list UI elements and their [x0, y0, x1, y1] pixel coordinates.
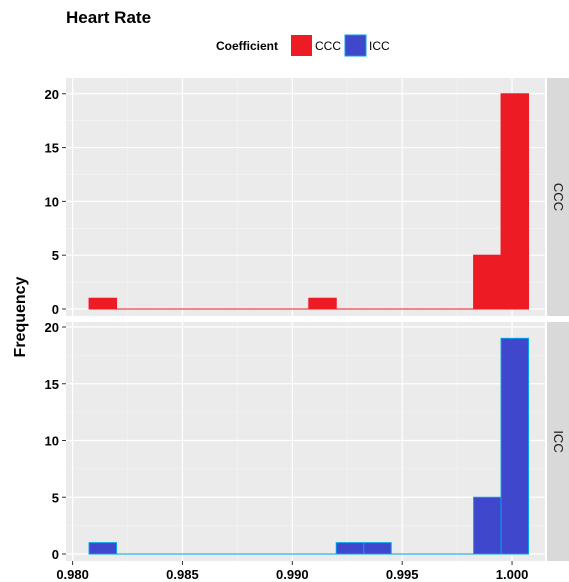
facet-panel-ccc: 0 5 10 15 20 CCC: [45, 78, 569, 317]
y-tick-label: 0: [52, 302, 59, 317]
panel-background: [66, 322, 545, 561]
y-tick-label: 20: [45, 320, 59, 335]
facet-panels: 0 5 10 15 20 CCC 0 5 10 15 20 ICC: [45, 78, 569, 562]
legend-title: Coefficient: [216, 39, 278, 53]
histogram-bar: [335, 542, 365, 555]
legend-swatch-ccc: [291, 35, 312, 56]
y-tick-label: 10: [45, 194, 59, 209]
x-tick-label: 0.985: [166, 567, 199, 582]
y-tick-label: 10: [45, 434, 59, 449]
y-tick-label: 0: [52, 547, 59, 562]
y-tick-label: 5: [52, 490, 59, 505]
legend-label-ccc: CCC: [315, 39, 341, 53]
histogram-bar: [88, 297, 118, 310]
x-tick-label: 0.990: [276, 567, 309, 582]
x-tick-label: 0.995: [386, 567, 419, 582]
legend: Coefficient CCC ICC: [216, 34, 390, 57]
chart-title: Heart Rate: [66, 8, 151, 27]
histogram-bar: [473, 496, 502, 555]
histogram-bar: [363, 542, 392, 555]
y-tick-label: 15: [45, 377, 59, 392]
panel-background: [66, 78, 545, 316]
histogram-bar: [500, 337, 530, 555]
y-axis-label: Frequency: [12, 276, 29, 357]
legend-label-icc: ICC: [369, 39, 390, 53]
facet-strip: [547, 78, 569, 316]
histogram-bar: [500, 93, 530, 310]
y-tick-label: 5: [52, 248, 59, 263]
legend-swatch-icc: [344, 34, 367, 57]
x-tick-label: 1.000: [496, 567, 529, 582]
facet-strip: [547, 322, 569, 561]
facet-strip-label: CCC: [551, 183, 566, 211]
histogram-bar: [88, 542, 118, 555]
x-axis-ticks: 0.980 0.985 0.990 0.995 1.000: [56, 561, 528, 582]
x-tick-label: 0.980: [56, 567, 89, 582]
histogram-bar: [473, 254, 502, 310]
y-tick-label: 15: [45, 141, 59, 156]
histogram-bar: [308, 297, 337, 310]
y-tick-label: 20: [45, 87, 59, 102]
facet-strip-label: ICC: [551, 430, 566, 452]
facet-panel-icc: 0 5 10 15 20 ICC: [45, 320, 569, 562]
